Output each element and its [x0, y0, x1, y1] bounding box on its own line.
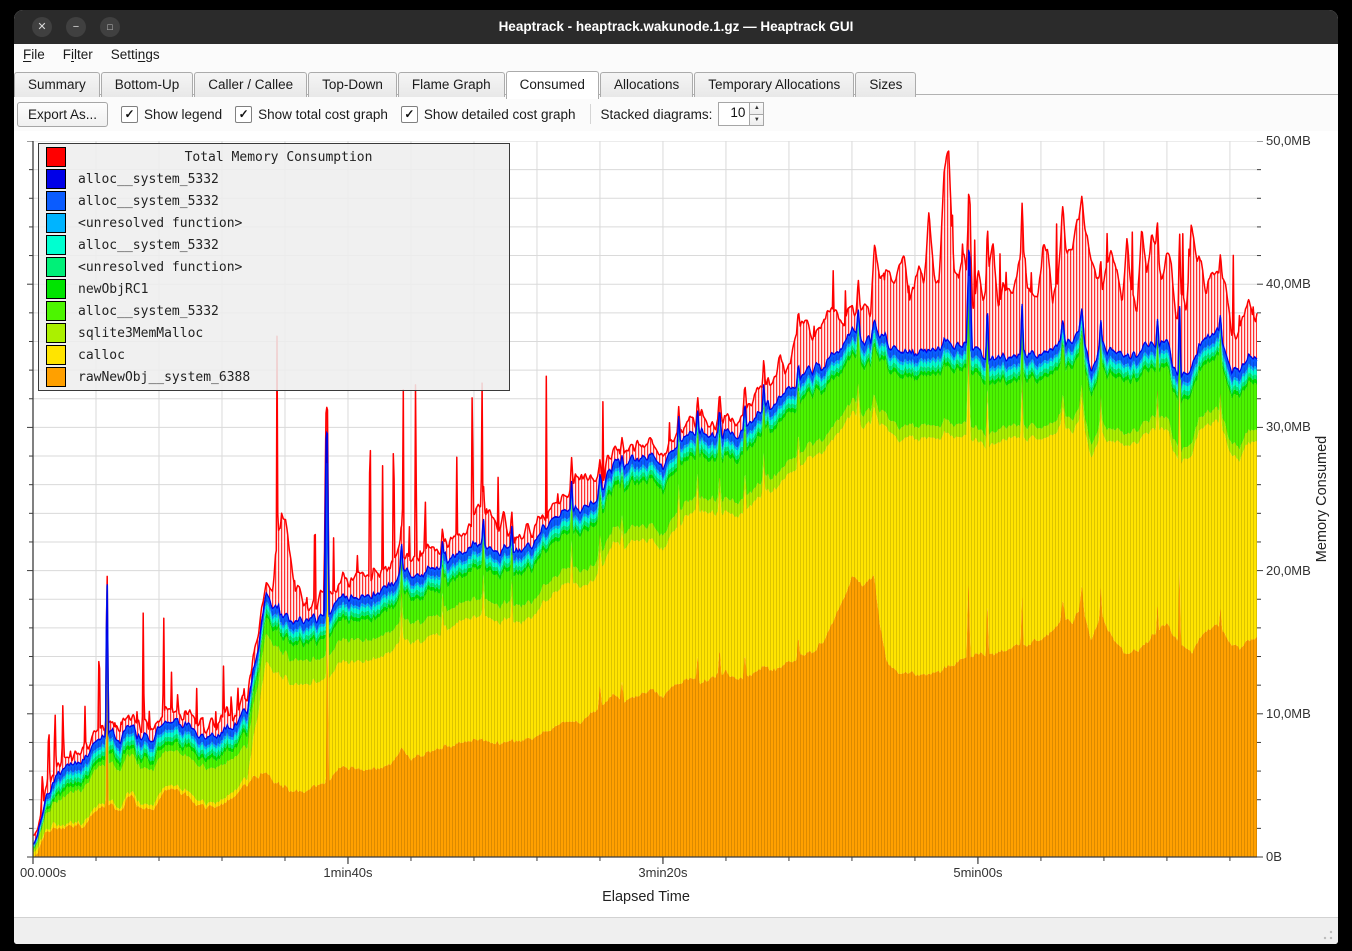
legend-label: sqlite3MemMalloc — [78, 326, 203, 341]
legend-swatch — [46, 235, 66, 255]
window-title: Heaptrack - heaptrack.wakunode.1.gz — He… — [14, 10, 1338, 44]
tab-temporary-allocations[interactable]: Temporary Allocations — [694, 72, 854, 97]
x-tick-label: 1min40s — [323, 865, 372, 880]
y-tick-label: 40,0MB — [1266, 276, 1311, 291]
tab-bottom-up[interactable]: Bottom-Up — [101, 72, 194, 97]
checkbox-check-icon: ✓ — [121, 106, 138, 123]
y-tick-label: 0B — [1266, 849, 1282, 864]
legend-label: alloc__system_5332 — [78, 194, 219, 209]
export-as-button[interactable]: Export As... — [17, 102, 108, 127]
x-axis-title: Elapsed Time — [14, 889, 1278, 905]
legend-item: <unresolved function> — [39, 212, 509, 234]
y-tick-label: 10,0MB — [1266, 706, 1311, 721]
legend-item: newObjRC1 — [39, 278, 509, 300]
checkbox-label: Show legend — [144, 107, 222, 122]
menu-filter[interactable]: Filter — [54, 44, 102, 65]
checkbox-show-detailed-cost-graph[interactable]: ✓ Show detailed cost graph — [401, 106, 576, 123]
legend-swatch — [46, 169, 66, 189]
checkbox-check-icon: ✓ — [235, 106, 252, 123]
toolbar-separator — [590, 104, 591, 124]
tab-bar: SummaryBottom-UpCaller / CalleeTop-DownF… — [14, 68, 1338, 97]
checkbox-show-total-cost-graph[interactable]: ✓ Show total cost graph — [235, 106, 388, 123]
menu-file[interactable]: File — [14, 44, 54, 65]
tab-flame-graph[interactable]: Flame Graph — [398, 72, 505, 97]
legend-label: rawNewObj__system_6388 — [78, 370, 250, 385]
legend-swatch — [46, 147, 66, 167]
stacked-diagrams-label: Stacked diagrams: — [601, 107, 713, 122]
y-tick-label: 20,0MB — [1266, 563, 1311, 578]
tab-sizes[interactable]: Sizes — [855, 72, 916, 97]
legend-swatch — [46, 191, 66, 211]
status-bar — [14, 917, 1338, 944]
legend-swatch — [46, 257, 66, 277]
tab-summary[interactable]: Summary — [14, 72, 100, 97]
stepper-down-icon[interactable]: ▼ — [749, 115, 764, 127]
legend-item: calloc — [39, 344, 509, 366]
resize-grip[interactable] — [1323, 930, 1333, 940]
legend-swatch — [46, 301, 66, 321]
toolbar: Export As... ✓ Show legend ✓ Show total cos… — [14, 97, 1338, 131]
legend-label: <unresolved function> — [78, 260, 242, 275]
legend-item: alloc__system_5332 — [39, 190, 509, 212]
chart-panel: 0B 10,0MB 20,0MB 30,0MB 40,0MB 50,0MB 00.000s… — [14, 131, 1338, 917]
legend-item: <unresolved function> — [39, 256, 509, 278]
x-tick-label: 3min20s — [638, 865, 687, 880]
legend-swatch — [46, 367, 66, 387]
legend-item: sqlite3MemMalloc — [39, 322, 509, 344]
legend-label: calloc — [78, 348, 125, 363]
legend-label: alloc__system_5332 — [78, 238, 219, 253]
legend-label: alloc__system_5332 — [78, 304, 219, 319]
y-axis-title: Memory Consumed — [1314, 339, 1334, 659]
y-tick-label: 30,0MB — [1266, 419, 1311, 434]
legend-swatch — [46, 323, 66, 343]
checkbox-show-legend[interactable]: ✓ Show legend — [121, 106, 222, 123]
stepper-up-icon[interactable]: ▲ — [749, 102, 764, 115]
x-tick-label: 5min00s — [953, 865, 1002, 880]
tab-consumed[interactable]: Consumed — [506, 71, 599, 99]
checkbox-label: Show total cost graph — [258, 107, 388, 122]
menu-bar: FileFilterSettings — [14, 44, 1338, 68]
tab-allocations[interactable]: Allocations — [600, 72, 693, 97]
checkbox-label: Show detailed cost graph — [424, 107, 576, 122]
checkbox-check-icon: ✓ — [401, 106, 418, 123]
screen: ✕ − □ Heaptrack - heaptrack.wakunode.1.g… — [0, 0, 1352, 951]
legend-item: alloc__system_5332 — [39, 300, 509, 322]
x-tick-label: 00.000s — [20, 865, 66, 880]
legend-label: <unresolved function> — [78, 216, 242, 231]
title-bar: ✕ − □ Heaptrack - heaptrack.wakunode.1.g… — [14, 10, 1338, 44]
legend-item: rawNewObj__system_6388 — [39, 366, 509, 388]
legend-label: alloc__system_5332 — [78, 172, 219, 187]
legend-item: Total Memory Consumption — [39, 146, 509, 168]
tab-top-down[interactable]: Top-Down — [308, 72, 397, 97]
tab-caller-callee[interactable]: Caller / Callee — [194, 72, 307, 97]
legend-swatch — [46, 345, 66, 365]
stacked-diagrams-stepper[interactable]: 10 ▲ ▼ — [718, 102, 764, 126]
legend-label: newObjRC1 — [78, 282, 148, 297]
menu-settings[interactable]: Settings — [102, 44, 169, 65]
legend-item: alloc__system_5332 — [39, 168, 509, 190]
legend-label: Total Memory Consumption — [66, 150, 491, 165]
stacked-diagrams-value[interactable]: 10 — [718, 102, 749, 126]
y-tick-label: 50,0MB — [1266, 133, 1311, 148]
legend-swatch — [46, 279, 66, 299]
legend-swatch — [46, 213, 66, 233]
heaptrack-window: ✕ − □ Heaptrack - heaptrack.wakunode.1.g… — [14, 10, 1338, 944]
chart-legend: Total Memory Consumption alloc__system_53… — [38, 143, 510, 391]
legend-item: alloc__system_5332 — [39, 234, 509, 256]
